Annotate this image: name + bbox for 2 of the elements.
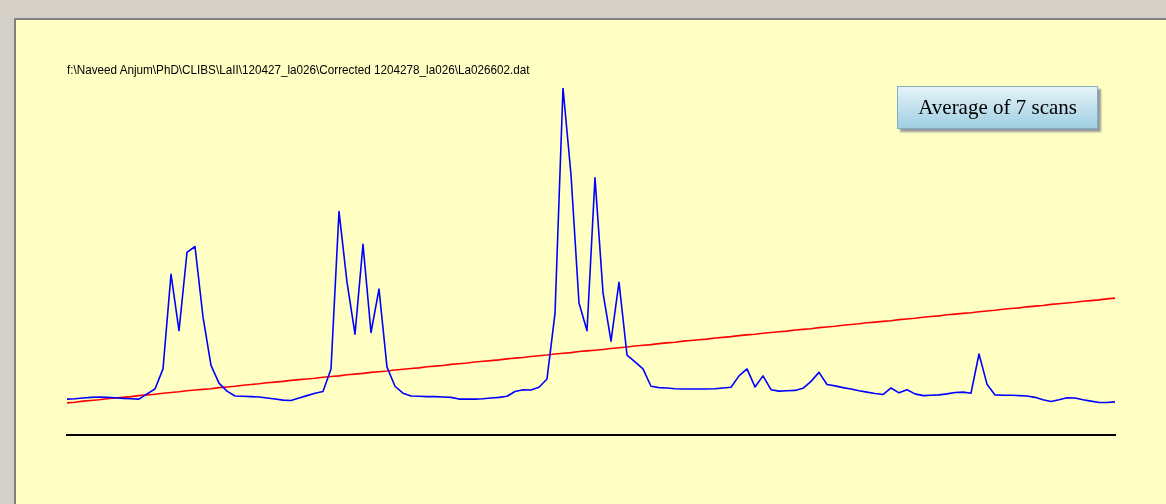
chart-title: f:\Naveed Anjum\PhD\CLIBS\LaII\120427_la026\Corrected 1204278_la026\La026602.dat xyxy=(67,62,530,77)
annotation: Average of 7 scans xyxy=(897,86,1098,129)
